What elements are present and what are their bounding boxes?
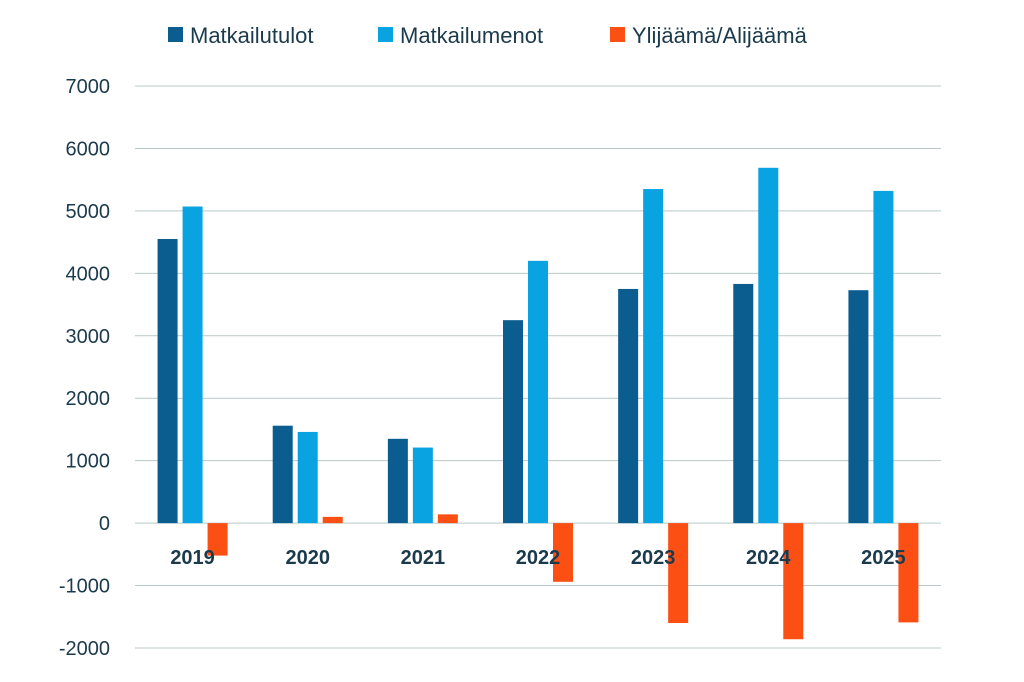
plot-area (157, 167, 919, 640)
legend-label: Matkailutulot (190, 23, 314, 48)
legend-item: Matkailutulot (168, 23, 314, 48)
y-tick-label: 7000 (66, 76, 111, 98)
y-axis: 7000 6000 5000 4000 3000 2000 1000 0 -1000 -2000 (59, 76, 110, 660)
bar-matkailumenot-2022 (528, 260, 548, 524)
legend-label: Ylijäämä/Alijäämä (632, 23, 808, 48)
bar-ylij-m-alij-m--2025 (898, 523, 919, 623)
bar-matkailutulot-2024 (733, 283, 754, 524)
bar-matkailutulot-2025 (848, 290, 869, 524)
bar-ylij-m-alij-m--2019 (207, 523, 228, 556)
bar-matkailutulot-2021 (387, 438, 408, 524)
x-tick-label: 2019 (170, 547, 215, 569)
bar-matkailutulot-2023 (618, 288, 639, 524)
legend-label: Matkailumenot (400, 23, 543, 48)
y-tick-label: 0 (99, 513, 110, 535)
bar-ylij-m-alij-m--2022 (553, 523, 573, 582)
y-tick-label: 6000 (66, 138, 111, 160)
y-tick-label: 3000 (66, 326, 111, 348)
bar-matkailutulot-2020 (272, 425, 293, 524)
legend-swatch (378, 27, 393, 42)
legend: Matkailutulot Matkailumenot Ylijäämä/Alijä… (168, 23, 808, 48)
bar-ylij-m-alij-m--2021 (437, 514, 458, 524)
x-tick-label: 2020 (285, 547, 330, 569)
x-tick-label: 2025 (861, 547, 906, 569)
x-tick-label: 2021 (401, 547, 446, 569)
x-tick-label: 2024 (746, 547, 791, 569)
legend-item: Ylijäämä/Alijäämä (610, 23, 808, 48)
bar-matkailutulot-2019 (157, 238, 178, 524)
x-axis: 2019 2020 2021 2022 2023 2024 2025 (170, 547, 905, 569)
bar-ylij-m-alij-m--2024 (783, 523, 804, 640)
x-tick-label: 2022 (516, 547, 561, 569)
y-tick-label: 1000 (66, 451, 111, 473)
bar-matkailumenot-2020 (297, 431, 318, 524)
bar-matkailumenot-2019 (182, 206, 203, 524)
bar-ylij-m-alij-m--2023 (668, 523, 689, 624)
y-tick-label: 5000 (66, 201, 111, 223)
bar-matkailutulot-2022 (503, 320, 523, 524)
y-tick-label: -2000 (59, 638, 110, 660)
bar-matkailumenot-2023 (643, 189, 664, 524)
legend-swatch (168, 27, 183, 42)
x-tick-label: 2023 (631, 547, 676, 569)
y-tick-label: 4000 (66, 263, 111, 285)
y-tick-label: -1000 (59, 576, 110, 598)
bar-matkailumenot-2024 (758, 167, 779, 524)
y-tick-label: 2000 (66, 388, 111, 410)
bar-matkailumenot-2025 (873, 190, 894, 524)
legend-item: Matkailumenot (378, 23, 543, 48)
legend-swatch (610, 27, 625, 42)
bar-matkailumenot-2021 (412, 447, 433, 524)
bar-ylij-m-alij-m--2020 (322, 516, 343, 524)
